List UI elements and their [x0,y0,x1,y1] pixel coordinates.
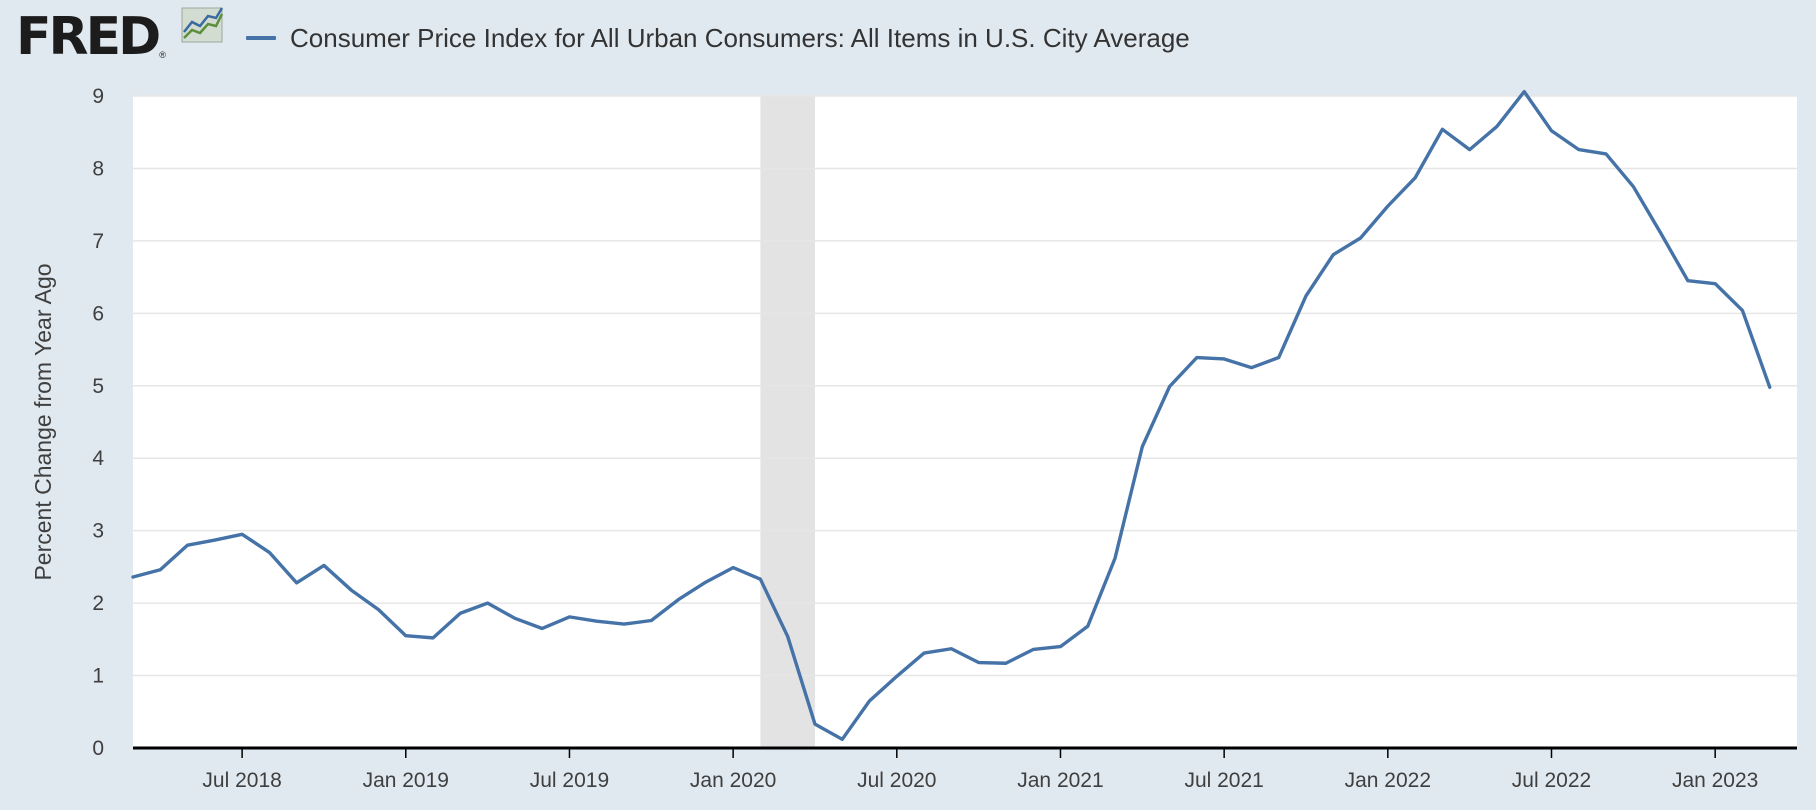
x-tick-label: Jul 2021 [1184,769,1263,792]
data-point[interactable] [1711,280,1719,288]
data-point[interactable] [1466,146,1474,154]
data-point[interactable] [1138,443,1146,451]
data-point[interactable] [702,578,710,586]
data-point[interactable] [947,645,955,653]
data-point[interactable] [1738,306,1746,314]
data-point[interactable] [866,697,874,705]
legend-label: Consumer Price Index for All Urban Consu… [290,22,1190,53]
data-point[interactable] [893,672,901,680]
data-point[interactable] [375,606,383,614]
data-point[interactable] [1575,146,1583,154]
data-point[interactable] [1193,354,1201,362]
data-point[interactable] [1547,127,1555,135]
y-tick-label: 3 [92,520,104,543]
data-point[interactable] [1302,292,1310,300]
data-point[interactable] [1384,202,1392,210]
x-tick-label: Jan 2021 [1017,769,1103,792]
data-point[interactable] [456,609,464,617]
y-tick-label: 1 [92,665,104,688]
data-point[interactable] [293,579,301,587]
y-tick-label: 2 [92,592,104,615]
x-tick-label: Jul 2022 [1512,769,1591,792]
y-tick-label: 5 [92,375,104,398]
series-line[interactable] [131,89,1772,742]
data-point[interactable] [1684,277,1692,285]
data-point[interactable] [511,614,519,622]
data-point[interactable] [320,561,328,569]
data-point[interactable] [1766,383,1774,391]
data-point[interactable] [184,541,192,549]
data-point[interactable] [347,586,355,594]
data-point[interactable] [1493,122,1501,130]
x-tick-label: Jan 2023 [1672,769,1758,792]
data-point[interactable] [975,659,983,667]
data-point[interactable] [238,530,246,538]
x-tick-label: Jan 2022 [1345,769,1431,792]
chart-header: FRED ® Consumer Price Index for All Urba… [0,0,1816,80]
data-point[interactable] [1329,251,1337,259]
data-point[interactable] [593,617,601,625]
data-point[interactable] [811,720,819,728]
y-tick-label: 9 [92,85,104,108]
logo-text: FRED [16,7,161,67]
data-point[interactable] [1411,174,1419,182]
data-point[interactable] [1029,645,1037,653]
chart-legend[interactable]: Consumer Price Index for All Urban Consu… [246,20,1190,56]
y-tick-label: 7 [92,230,104,253]
y-axis-title: Percent Change from Year Ago [30,263,56,580]
y-tick-label: 4 [92,447,104,470]
data-point[interactable] [1111,554,1119,562]
data-point[interactable] [756,575,764,583]
data-point[interactable] [265,548,273,556]
x-tick-label: Jan 2020 [690,769,776,792]
data-point[interactable] [1166,383,1174,391]
data-point[interactable] [1629,183,1637,191]
x-tick-label: Jul 2020 [857,769,936,792]
data-point[interactable] [1084,622,1092,630]
data-point[interactable] [1357,234,1365,242]
data-point[interactable] [729,564,737,572]
plot-area [133,96,1797,748]
data-point[interactable] [484,599,492,607]
data-point[interactable] [565,613,573,621]
fred-logo[interactable]: FRED ® [16,7,166,67]
data-point[interactable] [129,573,137,581]
data-point[interactable] [620,620,628,628]
data-point[interactable] [211,536,219,544]
y-tick-label: 6 [92,302,104,325]
logo-registered-mark: ® [159,50,166,60]
x-tick-label: Jul 2019 [530,769,609,792]
data-point[interactable] [1275,354,1283,362]
recession-shading [760,96,815,748]
data-point[interactable] [402,632,410,640]
data-point[interactable] [1520,88,1528,96]
legend-swatch [246,36,276,40]
line-chart-icon [180,4,226,51]
data-point[interactable] [920,649,928,657]
y-tick-label: 0 [92,737,104,760]
data-point[interactable] [1657,229,1665,237]
data-point[interactable] [1602,150,1610,158]
y-tick-label: 8 [92,157,104,180]
data-point[interactable] [1002,659,1010,667]
data-point[interactable] [1247,364,1255,372]
data-point[interactable] [156,566,164,574]
data-point[interactable] [429,634,437,642]
data-point[interactable] [838,735,846,743]
x-tick-label: Jul 2018 [202,769,281,792]
x-tick-label: Jan 2019 [363,769,449,792]
data-point[interactable] [538,624,546,632]
data-point[interactable] [1438,125,1446,133]
data-point[interactable] [675,595,683,603]
data-point[interactable] [784,632,792,640]
data-point[interactable] [1220,355,1228,363]
data-point[interactable] [1056,643,1064,651]
data-point[interactable] [647,616,655,624]
